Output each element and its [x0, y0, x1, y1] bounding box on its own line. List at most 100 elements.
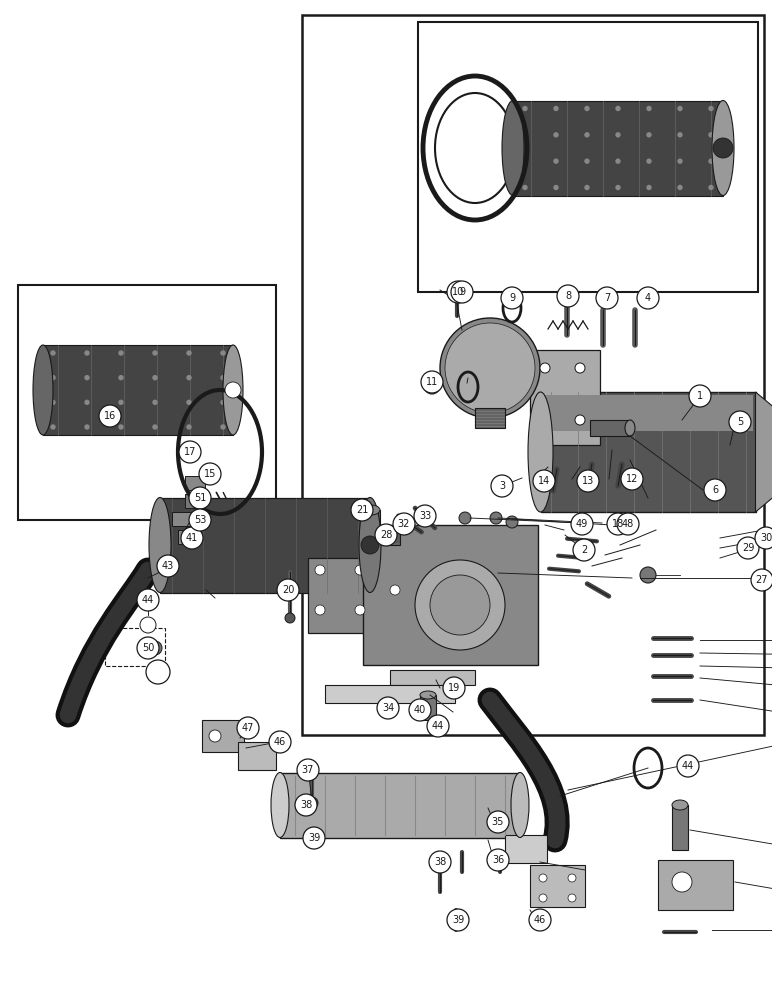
- Circle shape: [119, 351, 123, 355]
- Bar: [513, 101, 723, 196]
- Circle shape: [221, 400, 225, 404]
- Text: 39: 39: [452, 915, 464, 925]
- Circle shape: [315, 565, 325, 575]
- Circle shape: [146, 660, 170, 684]
- Circle shape: [277, 579, 299, 601]
- Text: 28: 28: [380, 530, 392, 540]
- Ellipse shape: [223, 345, 243, 435]
- Circle shape: [557, 285, 579, 307]
- Circle shape: [409, 699, 431, 721]
- Text: 53: 53: [194, 515, 206, 525]
- Text: 49: 49: [576, 519, 588, 529]
- Circle shape: [297, 759, 319, 781]
- Circle shape: [209, 730, 221, 742]
- Circle shape: [459, 512, 471, 524]
- Circle shape: [585, 133, 589, 137]
- Circle shape: [427, 715, 449, 737]
- Text: 37: 37: [302, 765, 314, 775]
- Circle shape: [737, 537, 759, 559]
- Text: 21: 21: [356, 505, 368, 515]
- Text: 27: 27: [756, 575, 768, 585]
- Bar: [178, 530, 198, 544]
- Circle shape: [490, 512, 502, 524]
- Circle shape: [640, 567, 656, 583]
- Bar: [172, 512, 192, 526]
- Text: 15: 15: [204, 469, 216, 479]
- Circle shape: [523, 106, 527, 110]
- Text: 40: 40: [414, 705, 426, 715]
- Text: 1: 1: [697, 391, 703, 401]
- Text: 6: 6: [712, 485, 718, 495]
- Circle shape: [137, 589, 159, 611]
- Circle shape: [678, 159, 682, 163]
- Circle shape: [617, 513, 639, 535]
- Text: 44: 44: [432, 721, 444, 731]
- Circle shape: [303, 827, 325, 849]
- Circle shape: [539, 874, 547, 882]
- Circle shape: [607, 513, 629, 535]
- Circle shape: [751, 569, 772, 591]
- Bar: [543, 395, 753, 431]
- Circle shape: [575, 363, 585, 373]
- Ellipse shape: [362, 505, 380, 515]
- Bar: [185, 494, 205, 508]
- Circle shape: [315, 605, 325, 615]
- Ellipse shape: [420, 691, 436, 699]
- Circle shape: [351, 499, 373, 521]
- Text: 46: 46: [534, 915, 546, 925]
- Bar: [302, 15, 764, 735]
- Circle shape: [571, 513, 593, 535]
- Circle shape: [713, 138, 733, 158]
- Bar: [475, 408, 505, 428]
- Circle shape: [709, 159, 713, 163]
- Circle shape: [451, 281, 473, 303]
- Text: 11: 11: [426, 377, 438, 387]
- Circle shape: [523, 159, 527, 163]
- Circle shape: [678, 186, 682, 190]
- Circle shape: [181, 527, 203, 549]
- Text: 9: 9: [509, 293, 515, 303]
- Circle shape: [554, 106, 558, 110]
- Circle shape: [295, 794, 317, 816]
- Text: 50: 50: [142, 643, 154, 653]
- Circle shape: [554, 133, 558, 137]
- Bar: [590, 420, 630, 436]
- Circle shape: [390, 585, 400, 595]
- Circle shape: [414, 505, 436, 527]
- Circle shape: [647, 159, 651, 163]
- Bar: [202, 720, 244, 752]
- Bar: [530, 865, 585, 907]
- Circle shape: [616, 186, 620, 190]
- Circle shape: [568, 894, 576, 902]
- Text: 43: 43: [162, 561, 174, 571]
- Circle shape: [443, 677, 465, 699]
- Text: 30: 30: [760, 533, 772, 543]
- Circle shape: [187, 425, 191, 429]
- Circle shape: [51, 400, 55, 404]
- Text: 44: 44: [142, 595, 154, 605]
- Bar: [418, 22, 758, 292]
- Circle shape: [221, 425, 225, 429]
- Bar: [362, 510, 380, 542]
- Bar: [530, 350, 600, 445]
- Text: 38: 38: [300, 800, 312, 810]
- Bar: [18, 285, 276, 520]
- Text: 39: 39: [308, 833, 320, 843]
- Text: 13: 13: [582, 476, 594, 486]
- Text: 16: 16: [104, 411, 116, 421]
- Circle shape: [187, 376, 191, 380]
- Circle shape: [429, 851, 451, 873]
- Circle shape: [355, 605, 365, 615]
- Ellipse shape: [511, 772, 529, 838]
- Circle shape: [539, 894, 547, 902]
- Circle shape: [709, 133, 713, 137]
- Bar: [378, 527, 400, 545]
- Circle shape: [447, 281, 469, 303]
- Circle shape: [119, 376, 123, 380]
- Circle shape: [523, 133, 527, 137]
- Bar: [540, 392, 756, 512]
- Circle shape: [179, 441, 201, 463]
- Circle shape: [153, 425, 157, 429]
- Circle shape: [616, 106, 620, 110]
- Circle shape: [119, 425, 123, 429]
